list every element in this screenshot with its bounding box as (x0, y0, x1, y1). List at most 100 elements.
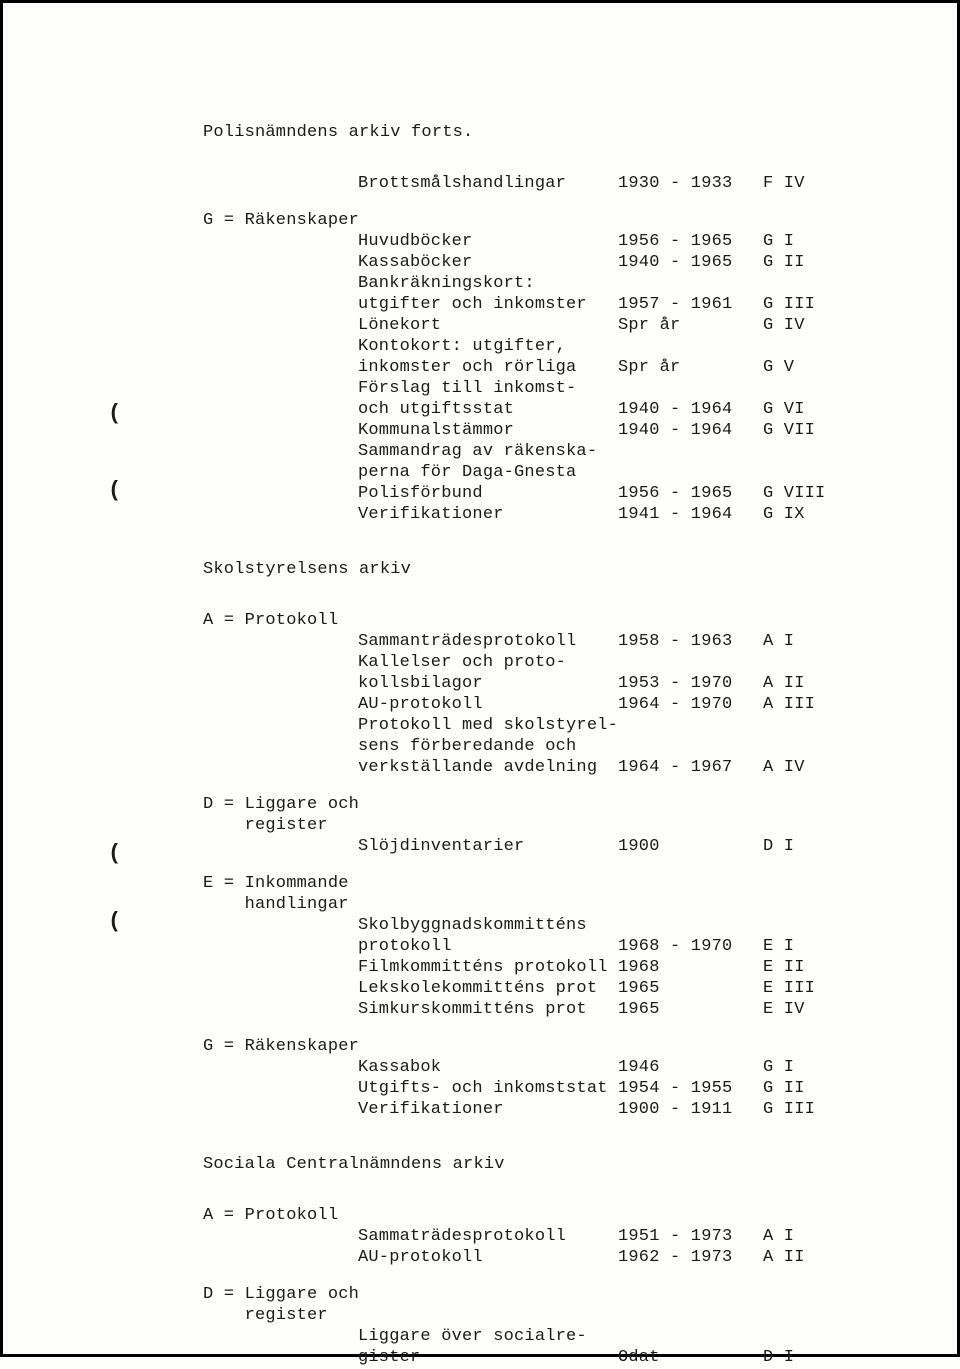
item-name: Liggare över socialre- (358, 1327, 618, 1348)
archive-row: Brottsmålshandlingar1930 - 1933F IV (203, 174, 847, 195)
spacer (203, 1269, 847, 1285)
category-label (203, 674, 358, 695)
date-range: 1953 - 1970 (618, 674, 763, 695)
date-range: 1954 - 1955 (618, 1079, 763, 1100)
date-range: 1968 - 1970 (618, 937, 763, 958)
date-range: 1956 - 1965 (618, 484, 763, 505)
item-name (358, 1306, 618, 1327)
category-label: register (203, 816, 358, 837)
date-range: 1964 - 1970 (618, 695, 763, 716)
item-name (358, 874, 618, 895)
date-range: 1964 - 1967 (618, 758, 763, 779)
reference-code: E I (763, 937, 794, 958)
item-name: Huvudböcker (358, 232, 618, 253)
category-label: A = Protokoll (203, 611, 358, 632)
archive-row: Kallelser och proto- (203, 653, 847, 674)
archive-row: D = Liggare och (203, 795, 847, 816)
category-label (203, 653, 358, 674)
date-range: 1951 - 1973 (618, 1227, 763, 1248)
archive-row: protokoll1968 - 1970E I (203, 937, 847, 958)
item-name: Sammanträdesprotokoll (358, 632, 618, 653)
category-label (203, 1248, 358, 1269)
reference-code: G V (763, 358, 794, 379)
item-name: verkställande avdelning (358, 758, 618, 779)
date-range: 1941 - 1964 (618, 505, 763, 526)
item-name: kollsbilagor (358, 674, 618, 695)
category-label (203, 442, 358, 463)
item-name (358, 816, 618, 837)
archive-row: Verifikationer1900 - 1911G III (203, 1100, 847, 1121)
archive-row: Sammanträdesprotokoll1958 - 1963A I (203, 632, 847, 653)
item-name: Polisförbund (358, 484, 618, 505)
date-range: 1968 (618, 958, 763, 979)
archive-row: G = Räkenskaper (203, 1037, 847, 1058)
item-name (358, 895, 618, 916)
date-range: 1900 - 1911 (618, 1100, 763, 1121)
reference-code: G VII (763, 421, 815, 442)
date-range (618, 611, 763, 632)
item-name: AU-protokoll (358, 1248, 618, 1269)
archive-row: Bankräkningskort: (203, 274, 847, 295)
archive-row: AU-protokoll1964 - 1970A III (203, 695, 847, 716)
date-range: 1946 (618, 1058, 763, 1079)
category-label (203, 505, 358, 526)
date-range (618, 1327, 763, 1348)
category-label (203, 379, 358, 400)
item-name (358, 795, 618, 816)
date-range: 1965 (618, 979, 763, 1000)
item-name (358, 1037, 618, 1058)
archive-row: Kommunalstämmor1940 - 1964G VII (203, 421, 847, 442)
category-label (203, 1058, 358, 1079)
archive-row: Simkurskommitténs prot1965E IV (203, 1000, 847, 1021)
archive-row: Verifikationer1941 - 1964G IX (203, 505, 847, 526)
item-name: Protokoll med skolstyrel- (358, 716, 618, 737)
archive-row: gisterOdatD I (203, 1348, 847, 1369)
category-label (203, 484, 358, 505)
archive-row: verkställande avdelning1964 - 1967A IV (203, 758, 847, 779)
reference-code: A II (763, 1248, 805, 1269)
reference-code: G I (763, 1058, 794, 1079)
section-sociala: A = ProtokollSammaträdesprotokoll1951 - … (203, 1206, 847, 1369)
date-range (618, 716, 763, 737)
date-range (618, 1306, 763, 1327)
date-range (618, 337, 763, 358)
category-label (203, 737, 358, 758)
archive-row: G = Räkenskaper (203, 211, 847, 232)
category-label (203, 274, 358, 295)
archive-row: register (203, 816, 847, 837)
spacer (203, 779, 847, 795)
date-range (618, 211, 763, 232)
category-label (203, 174, 358, 195)
archive-row: utgifter och inkomster1957 - 1961G III (203, 295, 847, 316)
date-range (618, 895, 763, 916)
date-range: 1940 - 1965 (618, 253, 763, 274)
date-range: 1957 - 1961 (618, 295, 763, 316)
category-label (203, 1327, 358, 1348)
category-label (203, 337, 358, 358)
item-name: Filmkommitténs protokoll (358, 958, 618, 979)
reference-code: E IV (763, 1000, 805, 1021)
category-label: G = Räkenskaper (203, 211, 358, 232)
date-range: 1930 - 1933 (618, 174, 763, 195)
archive-row: Lekskolekommitténs prot1965E III (203, 979, 847, 1000)
category-label (203, 837, 358, 858)
item-name: Kassabok (358, 1058, 618, 1079)
category-label (203, 1100, 358, 1121)
date-range: 1940 - 1964 (618, 400, 763, 421)
spacer (203, 1021, 847, 1037)
section-title-skol: Skolstyrelsens arkiv (203, 560, 847, 579)
archive-row: kollsbilagor1953 - 1970A II (203, 674, 847, 695)
reference-code: G IX (763, 505, 805, 526)
item-name: Slöjdinventarier (358, 837, 618, 858)
date-range: 1962 - 1973 (618, 1248, 763, 1269)
archive-row: A = Protokoll (203, 611, 847, 632)
category-label (203, 295, 358, 316)
archive-row: inkomster och rörligaSpr årG V (203, 358, 847, 379)
date-range: 1940 - 1964 (618, 421, 763, 442)
archive-row: Slöjdinventarier1900D I (203, 837, 847, 858)
reference-code: A I (763, 1227, 794, 1248)
category-label: E = Inkommande (203, 874, 358, 895)
reference-code: A I (763, 632, 794, 653)
reference-code: G III (763, 295, 815, 316)
reference-code: D I (763, 1348, 794, 1369)
